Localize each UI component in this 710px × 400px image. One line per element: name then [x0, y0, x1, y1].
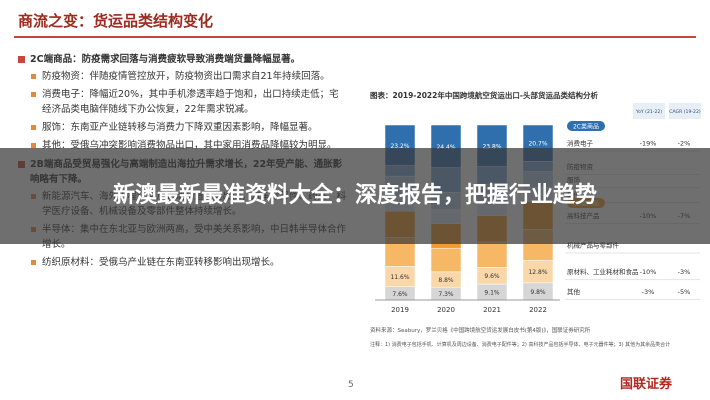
bar-segment	[430, 247, 462, 273]
banner: 新澳最新最准资料大全：深度报告，把握行业趋势	[0, 148, 710, 244]
value-label: 8.8%	[438, 277, 454, 284]
yoy-cell: -10%	[640, 268, 657, 276]
chart-title: 图表：2019-2022年中国跨境航空货运出口-头部货运品类结构分析	[370, 90, 598, 100]
value-label: 23.8%	[482, 143, 501, 150]
value-label: 11.6%	[390, 274, 409, 281]
title-rule	[14, 36, 696, 38]
cagr-cell: -5%	[678, 288, 691, 296]
bullet-item: 消费电子：降幅近20%，其中手机渗透率趋于饱和，出口持续走低；宅经济品类电脑伴随…	[18, 87, 348, 117]
table-header: CAGR (19-22)	[669, 109, 701, 115]
value-label: 24.4%	[436, 144, 455, 151]
table-header-bg	[633, 103, 665, 119]
table-header-bg	[669, 103, 701, 119]
legend-label: 其他	[567, 287, 581, 296]
bullet-item: 其他：受俄乌冲突影响消费物品出口，其中家用消费品降幅较为明显。	[18, 138, 348, 153]
legend-label: 消费电子	[567, 139, 594, 148]
group-tag-bg	[567, 121, 605, 131]
slide-title: 商流之变：货运品类结构变化	[18, 12, 214, 30]
logo: 国联证券	[620, 377, 673, 392]
x-tick-label: 2021	[483, 306, 501, 314]
x-tick-label: 2022	[529, 306, 547, 314]
table-header: YoY (21-22)	[635, 109, 662, 115]
value-label: 9.6%	[484, 273, 500, 280]
bullet-item: 纺织原材料：受俄乌产业链在东南亚转移影响出现增长。	[18, 255, 348, 270]
cagr-cell: -3%	[678, 268, 691, 276]
note: 注释：1) 消费电子包括手机、计算机及周边设备、消费电子配件等；2) 高科技产品…	[370, 341, 670, 348]
cagr-cell: -2%	[678, 140, 691, 148]
value-label: 20.7%	[528, 141, 547, 148]
section-heading: 2C端商品：防疫需求回落与消费疲软导致消费端货量降幅显著。	[18, 52, 348, 67]
legend-label: 机械产品与零部件	[567, 240, 620, 249]
x-tick-label: 2019	[391, 306, 409, 314]
value-label: 7.3%	[438, 291, 454, 298]
page-number: 5	[348, 380, 354, 390]
yoy-cell: -3%	[642, 288, 655, 296]
value-label: 7.6%	[392, 291, 408, 298]
bar-segment	[476, 241, 508, 268]
bullet-item: 服饰：东南亚产业链转移与消费力下降双重因素影响，降幅显著。	[18, 120, 348, 135]
value-label: 23.2%	[390, 143, 409, 150]
value-label: 9.1%	[484, 290, 500, 297]
legend-label: 原材料、工业耗材和食品	[567, 267, 639, 276]
source: 资料来源：Seabury，罗兰贝格《中国跨境航空货运发展白皮书(第4版)》，国联…	[370, 326, 591, 334]
yoy-cell: -19%	[640, 140, 657, 148]
x-tick-label: 2020	[437, 306, 455, 314]
value-label: 9.8%	[530, 289, 546, 296]
bullet-item: 防疫物资：伴随疫情管控放开，防疫物资出口需求自21年持续回落。	[18, 69, 348, 84]
value-label: 12.8%	[528, 269, 547, 276]
group-tag: 2C类商品	[573, 123, 599, 131]
